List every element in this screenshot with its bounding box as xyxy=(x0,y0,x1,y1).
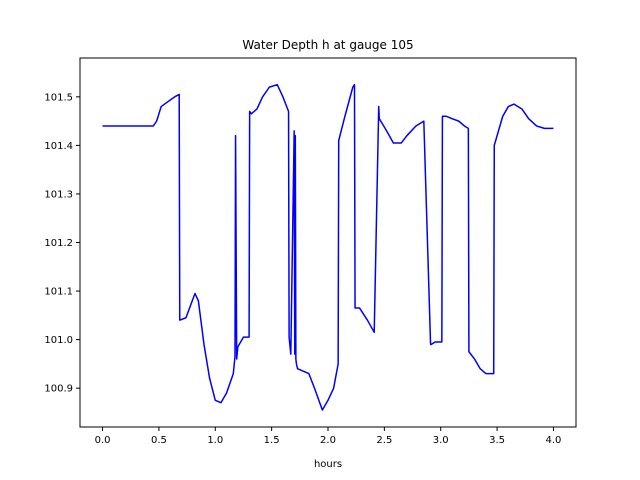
x-axis-ticks: 0.0 0.5 1.0 1.5 2.0 2.5 3.0 3.5 4.0 xyxy=(95,427,562,446)
y-tick-label: 101.3 xyxy=(44,189,73,200)
x-tick-label: 1.5 xyxy=(264,435,280,446)
y-tick-label: 101.0 xyxy=(44,335,73,346)
x-tick-label: 2.0 xyxy=(320,435,336,446)
x-tick-label: 2.5 xyxy=(376,435,392,446)
series-line-0 xyxy=(102,83,554,411)
x-axis-label: hours xyxy=(314,459,342,470)
x-tick-label: 0.0 xyxy=(95,435,111,446)
plot-area xyxy=(102,83,554,411)
x-tick-label: 3.0 xyxy=(433,435,449,446)
x-tick-label: 1.0 xyxy=(207,435,223,446)
y-tick-label: 101.2 xyxy=(44,238,73,249)
y-tick-label: 101.1 xyxy=(44,287,73,298)
plot-frame xyxy=(79,57,577,428)
x-tick-label: 3.5 xyxy=(489,435,505,446)
y-tick-label: 101.4 xyxy=(44,141,73,152)
y-axis-ticks: 100.9 101.0 101.1 101.2 101.3 101.4 101.5 xyxy=(44,92,80,395)
x-tick-label: 4.0 xyxy=(546,435,562,446)
y-tick-label: 101.5 xyxy=(44,92,73,103)
y-tick-label: 100.9 xyxy=(44,384,73,395)
x-tick-label: 0.5 xyxy=(151,435,167,446)
chart-title: Water Depth h at gauge 105 xyxy=(242,38,413,52)
